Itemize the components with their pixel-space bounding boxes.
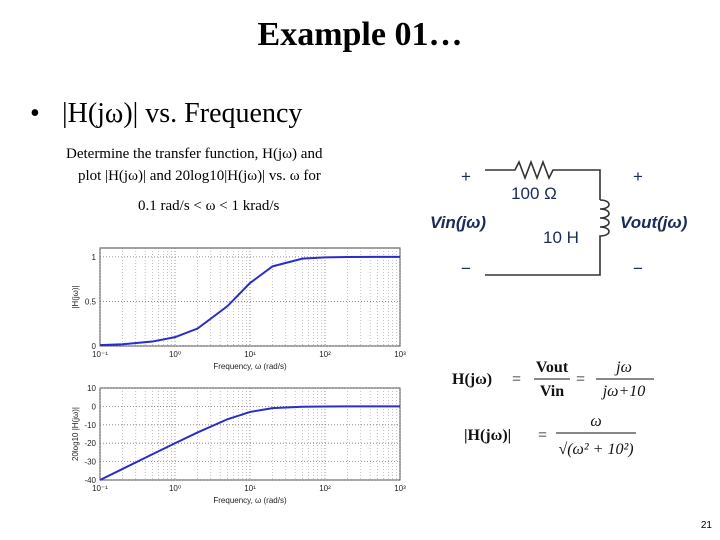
y-tick-label: 0.5 xyxy=(85,297,97,306)
x-tick-label: 10⁰ xyxy=(169,484,181,493)
y-tick-label: 10 xyxy=(87,384,96,393)
equation-term: jω xyxy=(614,359,632,376)
problem-line: plot |H(jω)| and 20log10|H(jω)| vs. ω fo… xyxy=(78,168,321,184)
equation-term: = xyxy=(512,371,521,388)
series-line xyxy=(99,255,400,347)
x-tick-label: 10¹ xyxy=(244,484,256,493)
y-tick-label: 1 xyxy=(92,253,97,262)
equation-2: |H(jω)| = ω √(ω² + 10²) xyxy=(464,413,636,458)
x-tick-label: 10³ xyxy=(394,484,406,493)
bullet-mark: • xyxy=(30,98,40,129)
equation-term: ω xyxy=(590,413,601,430)
y-axis-label: 20log10 |H(jω)| xyxy=(71,407,80,461)
equation-term: = xyxy=(576,371,585,388)
equation-term: H(jω) xyxy=(452,371,492,388)
y-tick-label: -30 xyxy=(84,458,96,467)
y-tick-label: 0 xyxy=(92,342,97,351)
x-axis-label: Frequency, ω (rad/s) xyxy=(213,362,287,371)
y-tick-label: -10 xyxy=(84,421,96,430)
x-tick-label: 10² xyxy=(319,484,331,493)
x-tick-label: 10³ xyxy=(394,350,406,359)
y-tick-label: -20 xyxy=(84,439,96,448)
terminal-plus: + xyxy=(633,167,643,186)
vout-label: Vout(jω) xyxy=(620,213,688,232)
equation-term: Vin xyxy=(540,383,564,400)
problem-line: 0.1 rad/s < ω < 1 krad/s xyxy=(138,198,280,214)
equation-term: √(ω² + 10²) xyxy=(558,441,633,458)
terminal-plus: + xyxy=(461,167,471,186)
circuit-wires xyxy=(485,159,610,276)
slide-title: Example 01… xyxy=(258,16,463,53)
equation-1: H(jω) = Vout Vin = jω jω+10 xyxy=(452,359,654,400)
terminal-minus: − xyxy=(633,259,643,278)
equation-term: = xyxy=(538,427,547,444)
x-tick-label: 10⁻¹ xyxy=(92,350,108,359)
inductor-wire xyxy=(485,199,610,276)
problem-line: Determine the transfer function, H(jω) a… xyxy=(66,146,323,162)
equation-term: Vout xyxy=(536,359,569,376)
y-axis-label: |H(jω)| xyxy=(71,285,80,308)
x-tick-label: 10⁰ xyxy=(169,350,181,359)
x-axis-label: Frequency, ω (rad/s) xyxy=(213,496,287,505)
x-tick-label: 10⁻¹ xyxy=(92,484,108,493)
equation-term: jω+10 xyxy=(601,383,646,400)
equation-term: |H(jω)| xyxy=(464,427,511,444)
resistor-label: 100 Ω xyxy=(511,184,557,203)
x-tick-label: 10² xyxy=(319,350,331,359)
page-number: 21 xyxy=(701,520,713,531)
bullet-text: |H(jω)| vs. Frequency xyxy=(62,98,302,129)
terminal-minus: − xyxy=(461,259,471,278)
x-tick-label: 10¹ xyxy=(244,350,256,359)
resistor-wire xyxy=(485,159,601,200)
inductor-label: 10 H xyxy=(543,228,579,247)
y-tick-label: -40 xyxy=(84,476,96,485)
vin-label: Vin(jω) xyxy=(430,213,486,232)
series-line xyxy=(99,405,400,481)
y-tick-label: 0 xyxy=(92,402,97,411)
